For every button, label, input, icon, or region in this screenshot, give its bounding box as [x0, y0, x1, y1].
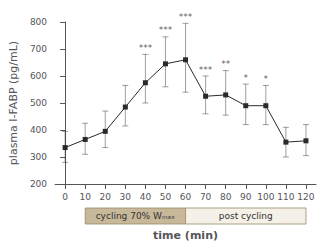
svg-text:70: 70 — [200, 192, 212, 202]
svg-text:***: *** — [179, 12, 193, 22]
svg-text:800: 800 — [30, 17, 47, 27]
svg-text:10: 10 — [79, 192, 91, 202]
svg-text:post cycling: post cycling — [219, 211, 273, 221]
svg-text:time (min): time (min) — [153, 229, 218, 242]
svg-text:plasma I-FABP (pg/mL): plasma I-FABP (pg/mL) — [7, 41, 20, 165]
svg-text:90: 90 — [240, 192, 252, 202]
svg-text:***: *** — [199, 65, 213, 75]
svg-text:80: 80 — [220, 192, 232, 202]
svg-text:20: 20 — [100, 192, 112, 202]
svg-text:0: 0 — [62, 192, 68, 202]
svg-text:60: 60 — [180, 192, 192, 202]
svg-text:200: 200 — [30, 179, 47, 189]
svg-text:*: * — [264, 74, 269, 84]
svg-text:120: 120 — [297, 192, 314, 202]
svg-text:100: 100 — [257, 192, 274, 202]
svg-text:500: 500 — [30, 98, 47, 108]
svg-text:30: 30 — [120, 192, 132, 202]
svg-text:110: 110 — [277, 192, 294, 202]
svg-text:400: 400 — [30, 125, 47, 135]
svg-text:***: *** — [159, 25, 173, 35]
svg-text:50: 50 — [160, 192, 172, 202]
svg-text:**: ** — [221, 59, 231, 69]
svg-text:300: 300 — [30, 152, 47, 162]
svg-text:600: 600 — [30, 71, 47, 81]
svg-text:*: * — [244, 73, 249, 83]
svg-text:40: 40 — [140, 192, 152, 202]
svg-text:700: 700 — [30, 44, 47, 54]
svg-text:cycling 70% Wₘₐₓ: cycling 70% Wₘₐₓ — [96, 211, 175, 221]
svg-text:***: *** — [139, 43, 153, 53]
